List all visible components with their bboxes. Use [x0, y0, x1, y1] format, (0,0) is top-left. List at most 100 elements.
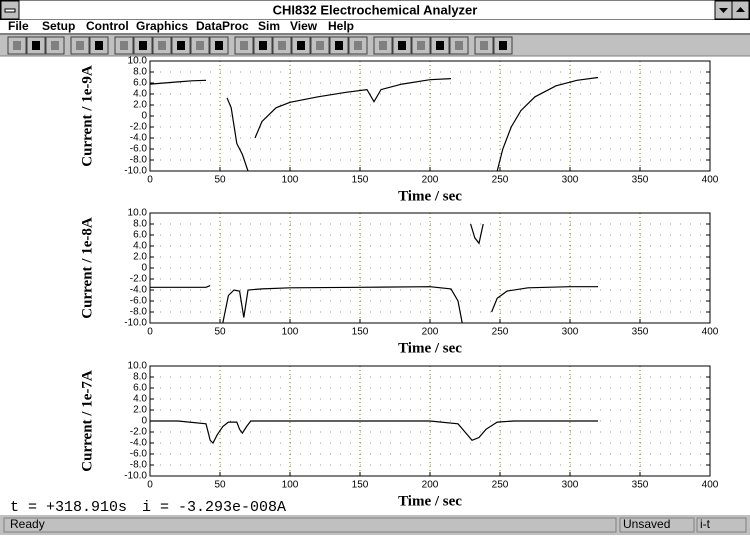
toolbar-icon	[240, 41, 248, 50]
menu-item[interactable]: DataProc	[196, 19, 249, 33]
y-tick-label: 4.0	[133, 394, 147, 405]
menu-item[interactable]: Setup	[42, 19, 75, 33]
y-tick-label: -2.0	[130, 274, 148, 285]
x-tick-label: 250	[492, 327, 509, 338]
x-tick-label: 50	[214, 480, 226, 491]
y-axis-label: Current / 1e-9A	[79, 65, 95, 167]
x-axis-label: Time / sec	[398, 493, 462, 509]
y-tick-label: 10.0	[128, 208, 148, 219]
plot-frame	[149, 212, 711, 324]
toolbar-icon	[158, 41, 166, 50]
window-title: CHI832 Electrochemical Analyzer	[273, 2, 478, 17]
x-axis-label: Time / sec	[398, 340, 462, 356]
maximize-icon	[736, 7, 745, 12]
x-tick-label: 0	[147, 480, 153, 491]
x-tick-label: 300	[562, 480, 579, 491]
x-tick-label: 400	[702, 480, 719, 491]
status-message: Ready	[10, 517, 45, 531]
y-tick-label: -10.0	[124, 318, 147, 329]
y-tick-label: 0	[141, 263, 147, 274]
y-tick-label: 0	[141, 416, 147, 427]
y-tick-label: -10.0	[124, 471, 147, 482]
y-tick-label: 10.0	[128, 56, 148, 67]
y-tick-label: -4.0	[130, 438, 148, 449]
y-tick-label: 8.0	[133, 219, 147, 230]
menu-item[interactable]: Help	[328, 19, 354, 33]
plot-frame	[149, 60, 711, 172]
y-tick-label: 2.0	[133, 100, 147, 111]
y-tick-label: 6.0	[133, 230, 147, 241]
x-tick-label: 200	[422, 327, 439, 338]
menu-item[interactable]: View	[290, 19, 318, 33]
toolbar-icon	[177, 41, 185, 50]
toolbar-icon	[335, 41, 343, 50]
status-mode: i-t	[700, 517, 711, 531]
y-tick-label: 2.0	[133, 405, 147, 416]
status-saved: Unsaved	[623, 517, 670, 531]
system-menu-icon	[4, 8, 16, 13]
toolbar-icon	[297, 41, 305, 50]
x-tick-label: 50	[214, 327, 226, 338]
y-tick-label: 8.0	[133, 67, 147, 78]
y-tick-label: -2.0	[130, 122, 148, 133]
y-tick-label: -4.0	[130, 285, 148, 296]
toolbar-icon	[13, 41, 21, 50]
toolbar-icon	[32, 41, 40, 50]
cursor-current: i = -3.293e-008A	[142, 499, 286, 516]
menu-item[interactable]: Control	[86, 19, 129, 33]
menu-item[interactable]: Graphics	[136, 19, 188, 33]
x-tick-label: 200	[422, 480, 439, 491]
data-line	[149, 76, 599, 172]
y-tick-label: 0	[141, 111, 147, 122]
toolbar-icon	[316, 41, 324, 50]
x-tick-label: 400	[702, 175, 719, 186]
y-axis-label: Current / 1e-8A	[79, 217, 95, 319]
y-axis-label: Current / 1e-7A	[79, 370, 95, 472]
status-panel	[619, 517, 695, 533]
x-tick-label: 150	[352, 480, 369, 491]
toolbar-icon	[480, 41, 488, 50]
toolbar-icon	[259, 41, 267, 50]
status-panel	[3, 517, 617, 533]
toolbar-icon	[196, 41, 204, 50]
toolbar-icon	[278, 41, 286, 50]
x-tick-label: 0	[147, 175, 153, 186]
menu-bar	[0, 20, 750, 34]
x-tick-label: 200	[422, 175, 439, 186]
data-line	[150, 223, 598, 324]
x-tick-label: 100	[282, 327, 299, 338]
toolbar-icon	[215, 41, 223, 50]
x-tick-label: 250	[492, 175, 509, 186]
y-tick-label: -2.0	[130, 427, 148, 438]
status-bar	[0, 515, 750, 535]
y-tick-label: 4.0	[133, 89, 147, 100]
menu-item[interactable]: Sim	[258, 19, 280, 33]
y-tick-label: -8.0	[130, 460, 148, 471]
y-tick-label: 10.0	[128, 361, 148, 372]
x-tick-label: 50	[214, 175, 226, 186]
y-tick-label: -6.0	[130, 449, 148, 460]
toolbar-icon	[95, 41, 103, 50]
y-tick-label: 2.0	[133, 252, 147, 263]
x-tick-label: 350	[632, 175, 649, 186]
y-tick-label: -4.0	[130, 133, 148, 144]
toolbar-icon	[139, 41, 147, 50]
minimize-icon	[719, 8, 728, 13]
menu-item[interactable]: File	[8, 19, 29, 33]
toolbar-icon	[51, 41, 59, 50]
x-axis-label: Time / sec	[398, 188, 462, 204]
toolbar-icon	[455, 41, 463, 50]
y-tick-label: -10.0	[124, 166, 147, 177]
x-tick-label: 100	[282, 175, 299, 186]
y-tick-label: 6.0	[133, 78, 147, 89]
cursor-time: t = +318.910s	[10, 499, 127, 516]
y-tick-label: -8.0	[130, 155, 148, 166]
data-line	[150, 420, 598, 444]
x-tick-label: 400	[702, 327, 719, 338]
y-tick-label: 8.0	[133, 372, 147, 383]
toolbar-icon	[417, 41, 425, 50]
y-tick-label: 4.0	[133, 241, 147, 252]
